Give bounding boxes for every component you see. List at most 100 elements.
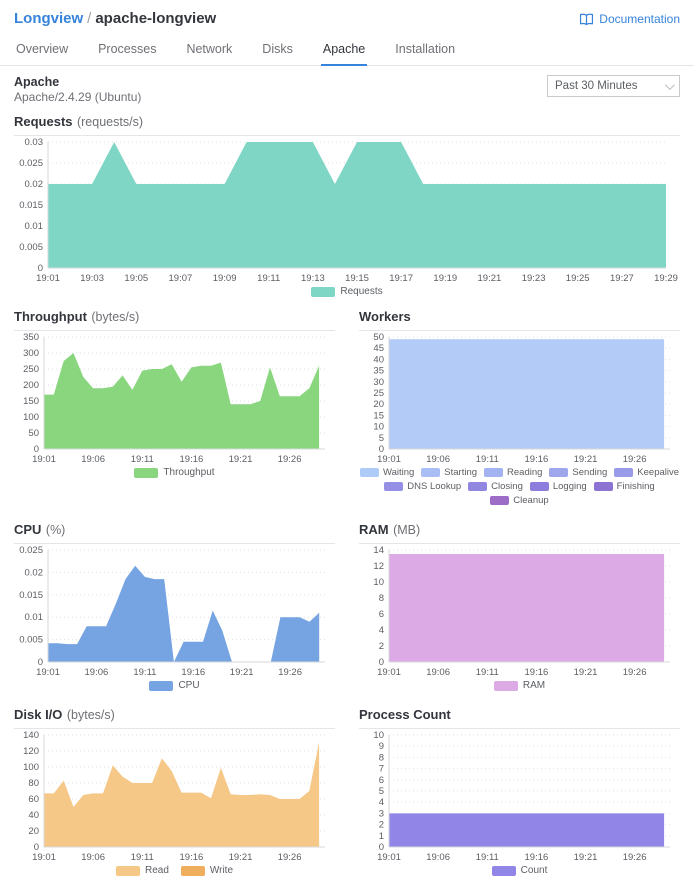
svg-text:19:11: 19:11	[476, 667, 499, 678]
legend-item: Logging	[529, 481, 587, 492]
chart-unit-text: (bytes/s)	[91, 310, 140, 324]
svg-text:6: 6	[379, 775, 384, 786]
sub-header: Apache Apache/2.4.29 (Ubuntu) Past 30 Mi…	[0, 66, 694, 110]
process-count-chart-title: Process Count	[359, 703, 680, 729]
legend-item: CPU	[149, 680, 200, 691]
svg-text:19:16: 19:16	[525, 667, 549, 678]
time-range-select[interactable]: Past 30 Minutes	[547, 75, 680, 97]
svg-text:19:06: 19:06	[426, 852, 450, 863]
tab-installation[interactable]: Installation	[395, 42, 456, 56]
svg-text:19:11: 19:11	[257, 273, 280, 284]
disk-io-plot: 0 20 40 60 80 100 120 140 19:01 19:06 19:11 19:16 19…	[14, 729, 335, 865]
svg-text:350: 350	[23, 332, 39, 343]
svg-text:19:11: 19:11	[131, 852, 154, 863]
documentation-label: Documentation	[599, 12, 680, 26]
breadcrumb: Longview / apache-longview	[14, 10, 216, 27]
legend-item: Count	[491, 865, 547, 876]
throughput-plot: 0 50 100 150 200 250 300 350 19:01 19:06 19:11 19:1…	[14, 331, 335, 467]
svg-text:12: 12	[373, 561, 384, 572]
svg-text:19:06: 19:06	[85, 667, 109, 678]
tab-disks[interactable]: Disks	[262, 42, 293, 56]
svg-text:0.01: 0.01	[25, 221, 44, 232]
svg-text:0: 0	[379, 842, 384, 853]
svg-text:0.025: 0.025	[19, 158, 43, 169]
svg-text:0.02: 0.02	[25, 567, 44, 578]
workers-chart-title: Workers	[359, 305, 680, 331]
throughput-legend: Throughput	[14, 467, 335, 478]
tab-network[interactable]: Network	[186, 42, 233, 56]
svg-text:19:13: 19:13	[301, 273, 325, 284]
svg-text:19:19: 19:19	[433, 273, 457, 284]
chevron-down-icon	[664, 79, 675, 90]
chart-unit-text: (MB)	[393, 523, 421, 537]
svg-text:50: 50	[373, 332, 384, 343]
svg-text:50: 50	[28, 428, 39, 439]
svg-text:2: 2	[379, 641, 384, 652]
svg-text:45: 45	[373, 343, 384, 354]
svg-text:19:27: 19:27	[610, 273, 634, 284]
tab-processes[interactable]: Processes	[98, 42, 157, 56]
page-title: apache-longview	[95, 10, 217, 27]
svg-text:19:21: 19:21	[230, 667, 254, 678]
svg-text:19:06: 19:06	[426, 454, 450, 465]
svg-text:19:01: 19:01	[36, 273, 60, 284]
tab-overview[interactable]: Overview	[16, 42, 69, 56]
ram-legend: RAM	[359, 680, 680, 691]
svg-text:0: 0	[379, 657, 384, 668]
svg-text:19:26: 19:26	[278, 454, 302, 465]
breadcrumb-app-link[interactable]: Longview	[14, 10, 84, 27]
disk-io-chart-title: Disk I/O (bytes/s)	[14, 703, 335, 729]
disk-io-legend: Read Write	[14, 865, 335, 876]
svg-text:19:16: 19:16	[181, 667, 205, 678]
throughput-chart: Throughput (bytes/s) 0 50 100 150 200 250 300 3…	[14, 305, 335, 514]
svg-text:5: 5	[379, 786, 384, 797]
legend-item: Sending	[549, 467, 607, 478]
documentation-link[interactable]: Documentation	[579, 10, 680, 26]
tab-apache[interactable]: Apache	[320, 35, 368, 66]
legend-item: Requests	[311, 286, 383, 297]
svg-text:40: 40	[373, 354, 384, 365]
svg-text:19:01: 19:01	[36, 667, 60, 678]
workers-legend: Waiting Starting Reading Sending Keepalive DN…	[359, 467, 680, 506]
svg-text:200: 200	[23, 380, 39, 391]
svg-text:19:25: 19:25	[566, 273, 590, 284]
svg-text:40: 40	[28, 810, 39, 821]
svg-text:19:26: 19:26	[278, 667, 302, 678]
svg-text:19:01: 19:01	[32, 454, 56, 465]
legend-item: Cleanup	[490, 495, 549, 506]
svg-text:19:11: 19:11	[133, 667, 156, 678]
svg-text:10: 10	[373, 577, 384, 588]
breadcrumb-separator: /	[87, 10, 92, 27]
svg-text:100: 100	[23, 412, 39, 423]
charts-area: Requests (requests/s) 0 0.005 0.01 0.015 0.0…	[0, 110, 694, 888]
svg-text:5: 5	[379, 433, 384, 444]
disk-io-chart: Disk I/O (bytes/s) 0 20 40 60 80 100 120 140 19:…	[14, 703, 335, 884]
svg-text:19:01: 19:01	[377, 667, 401, 678]
svg-text:19:26: 19:26	[623, 454, 647, 465]
svg-text:80: 80	[28, 778, 39, 789]
svg-text:14: 14	[373, 545, 384, 556]
svg-text:19:03: 19:03	[80, 273, 104, 284]
cpu-plot: 0 0.005 0.01 0.015 0.02 0.025 19:01 19:06 19:11 1…	[14, 544, 335, 680]
ram-chart-title: RAM (MB)	[359, 518, 680, 544]
svg-text:60: 60	[28, 794, 39, 805]
svg-text:1: 1	[379, 831, 384, 842]
svg-text:19:21: 19:21	[229, 852, 253, 863]
svg-text:120: 120	[23, 746, 39, 757]
workers-plot: 0 5 10 15 20 25 30 35 40 45 50 19:01 19:06 19:11 19:16…	[359, 331, 680, 467]
svg-text:140: 140	[23, 730, 39, 741]
chart-title-text: Requests	[14, 114, 73, 129]
svg-text:0.015: 0.015	[19, 590, 43, 601]
legend-item: Keepalive	[614, 467, 679, 478]
svg-text:19:21: 19:21	[229, 454, 253, 465]
svg-text:19:06: 19:06	[81, 454, 105, 465]
svg-text:19:07: 19:07	[169, 273, 193, 284]
svg-text:10: 10	[373, 730, 384, 741]
svg-text:0: 0	[38, 263, 43, 274]
workers-chart: Workers 0 5 10 15 20 25 30 35 40 45 50 19:01 19:06 19…	[359, 305, 680, 514]
legend-item: Starting	[421, 467, 477, 478]
svg-text:19:26: 19:26	[623, 852, 647, 863]
service-name: Apache	[14, 75, 60, 89]
svg-text:6: 6	[379, 609, 384, 620]
time-range-value: Past 30 Minutes	[555, 80, 638, 92]
